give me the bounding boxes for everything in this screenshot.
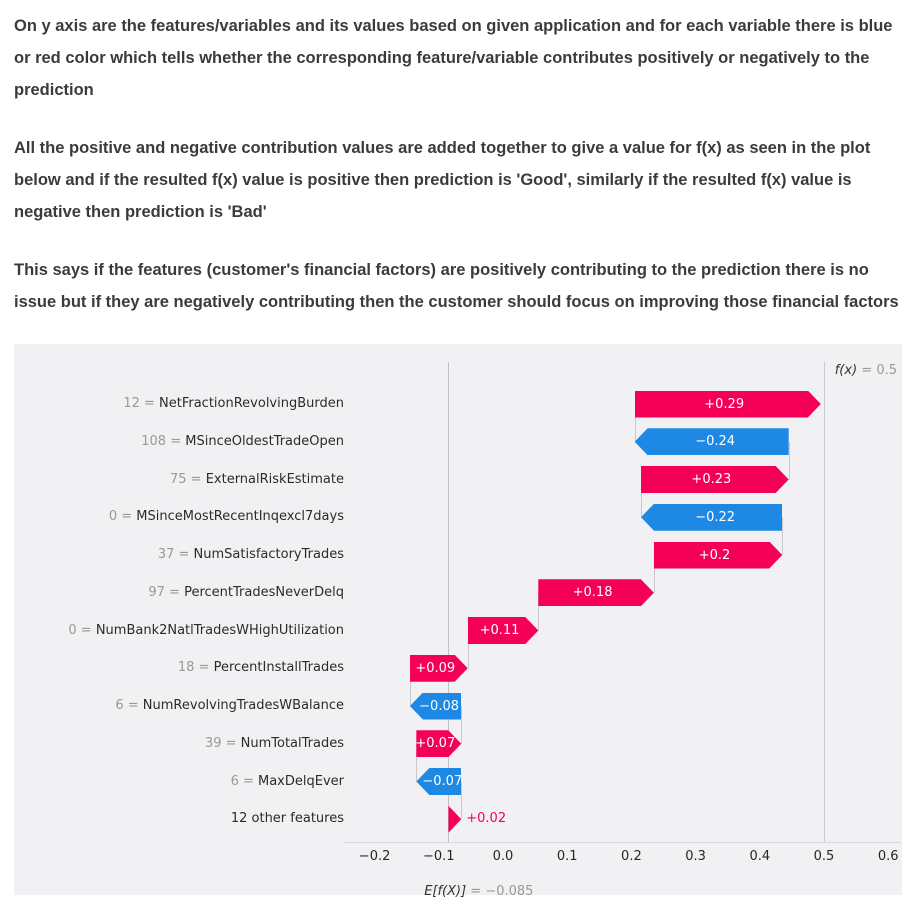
y-tick-label: 18 = PercentInstallTrades [14,659,344,677]
positive-contribution-arrow: +0.29 [634,390,821,418]
intro-paragraph-3: This says if the features (customer's fi… [14,261,899,311]
feature-value: 0 = [68,622,96,638]
contribution-value: +0.29 [704,396,745,412]
feature-name: ExternalRiskEstimate [205,471,344,487]
x-tick-label: 0.1 [556,849,578,864]
y-tick-label: 0 = NumBank2NatlTradesWHighUtilization [14,622,344,640]
waterfall-connector [634,404,636,442]
y-tick-label: 75 = ExternalRiskEstimate [14,471,344,489]
x-tick-label: 0.3 [685,849,706,864]
y-tick-label: 12 = NetFractionRevolvingBurden [14,395,344,413]
waterfall-connector [782,517,784,555]
feature-value: 75 = [169,471,206,487]
x-tick-label: 0.0 [492,849,514,864]
feature-name: PercentInstallTrades [213,660,344,676]
feature-name: 12 other features [230,811,344,827]
feature-value: 0 = [108,509,137,525]
y-tick-label: 12 other features [14,810,344,828]
negative-contribution-arrow: −0.22 [641,503,783,531]
feature-value: 6 = [230,773,258,789]
y-tick-label: 37 = NumSatisfactoryTrades [14,546,344,564]
x-tick-label: −0.1 [423,849,455,864]
feature-value: 18 = [177,660,214,676]
contribution-value: +0.18 [572,585,613,601]
fx-reference-line [824,362,825,842]
y-tick-label: 0 = MSinceMostRecentInqexcl7days [14,508,344,526]
y-tick-label: 97 = PercentTradesNeverDelq [14,584,344,602]
contribution-value-outside: +0.02 [466,811,507,827]
feature-value: 97 = [148,584,185,600]
feature-name: NumTotalTrades [240,735,344,751]
y-tick-label: 6 = MaxDelqEver [14,773,344,791]
y-tick-label: 6 = NumRevolvingTradesWBalance [14,697,344,715]
contribution-value: +0.23 [691,472,732,487]
waterfall-connector [409,668,411,706]
feature-name: NetFractionRevolvingBurden [159,396,344,411]
fx-annotation-label: f(x) [834,363,858,378]
feature-name: MSinceMostRecentInqexcl7days [136,509,344,525]
intro-paragraph-1: On y axis are the features/variables and… [14,17,893,99]
waterfall-connector [461,706,463,744]
positive-contribution-arrow: +0.11 [467,617,538,644]
feature-value: 37 = [157,547,194,562]
shap-waterfall-chart: f(x) = 0.5 E[f(X)] = −0.085 12 = NetFrac… [14,344,902,899]
contribution-value: +0.07 [416,736,456,752]
fx-annotation-value: = 0.5 [857,363,897,378]
feature-name: MaxDelqEver [258,773,344,789]
negative-contribution-arrow: −0.24 [634,428,789,456]
contribution-value: −0.24 [695,434,736,450]
feature-value: 108 = [141,433,186,449]
y-tick-label: 108 = MSinceOldestTradeOpen [14,433,344,451]
x-tick-label: 0.4 [749,849,771,864]
positive-contribution-arrow: +0.18 [538,579,654,607]
x-tick-label: 0.2 [621,849,642,864]
waterfall-connector [467,630,469,669]
waterfall-connector [788,441,790,480]
feature-name: PercentTradesNeverDelq [184,584,344,600]
negative-contribution-arrow: −0.08 [409,692,462,720]
positive-contribution-arrow [448,805,462,833]
x-axis-label: E[f(X)] = −0.085 [399,869,533,913]
negative-contribution-arrow: −0.07 [416,768,462,795]
x-tick-label: −0.2 [358,849,391,864]
feature-name: NumBank2NatlTradesWHighUtilization [95,622,344,638]
waterfall-connector [641,479,643,518]
feature-value: 12 = [123,396,160,411]
base-expectation-label: E[f(X)] [424,884,467,899]
y-tick-label: 39 = NumTotalTrades [14,735,344,753]
contribution-value: −0.22 [695,509,736,525]
contribution-value: +0.09 [415,660,456,676]
fx-annotation: f(x) = 0.5 [810,348,897,393]
x-axis-line [342,842,902,843]
feature-name: NumRevolvingTradesWBalance [142,698,344,713]
feature-name: MSinceOldestTradeOpen [185,433,344,449]
x-tick-label: 0.6 [877,849,899,864]
feature-value: 39 = [204,735,241,751]
x-tick-label: 0.5 [813,849,835,864]
base-value-line [448,362,450,842]
intro-paragraph-2: All the positive and negative contributi… [14,139,871,221]
waterfall-connector [538,592,540,631]
feature-value: 6 = [115,698,143,713]
contribution-value: −0.07 [422,774,462,789]
waterfall-connector [461,781,463,820]
positive-contribution-arrow: +0.23 [641,466,789,493]
positive-contribution-arrow: +0.07 [416,730,462,758]
feature-name: NumSatisfactoryTrades [193,547,344,562]
contribution-value: −0.08 [419,698,459,714]
positive-contribution-arrow: +0.09 [409,654,468,682]
contribution-value: +0.11 [479,623,520,638]
waterfall-connector [653,555,655,593]
positive-contribution-arrow: +0.2 [653,541,783,569]
waterfall-connector [416,743,418,782]
contribution-value: +0.2 [698,547,731,563]
base-expectation-value: = −0.085 [466,884,534,899]
